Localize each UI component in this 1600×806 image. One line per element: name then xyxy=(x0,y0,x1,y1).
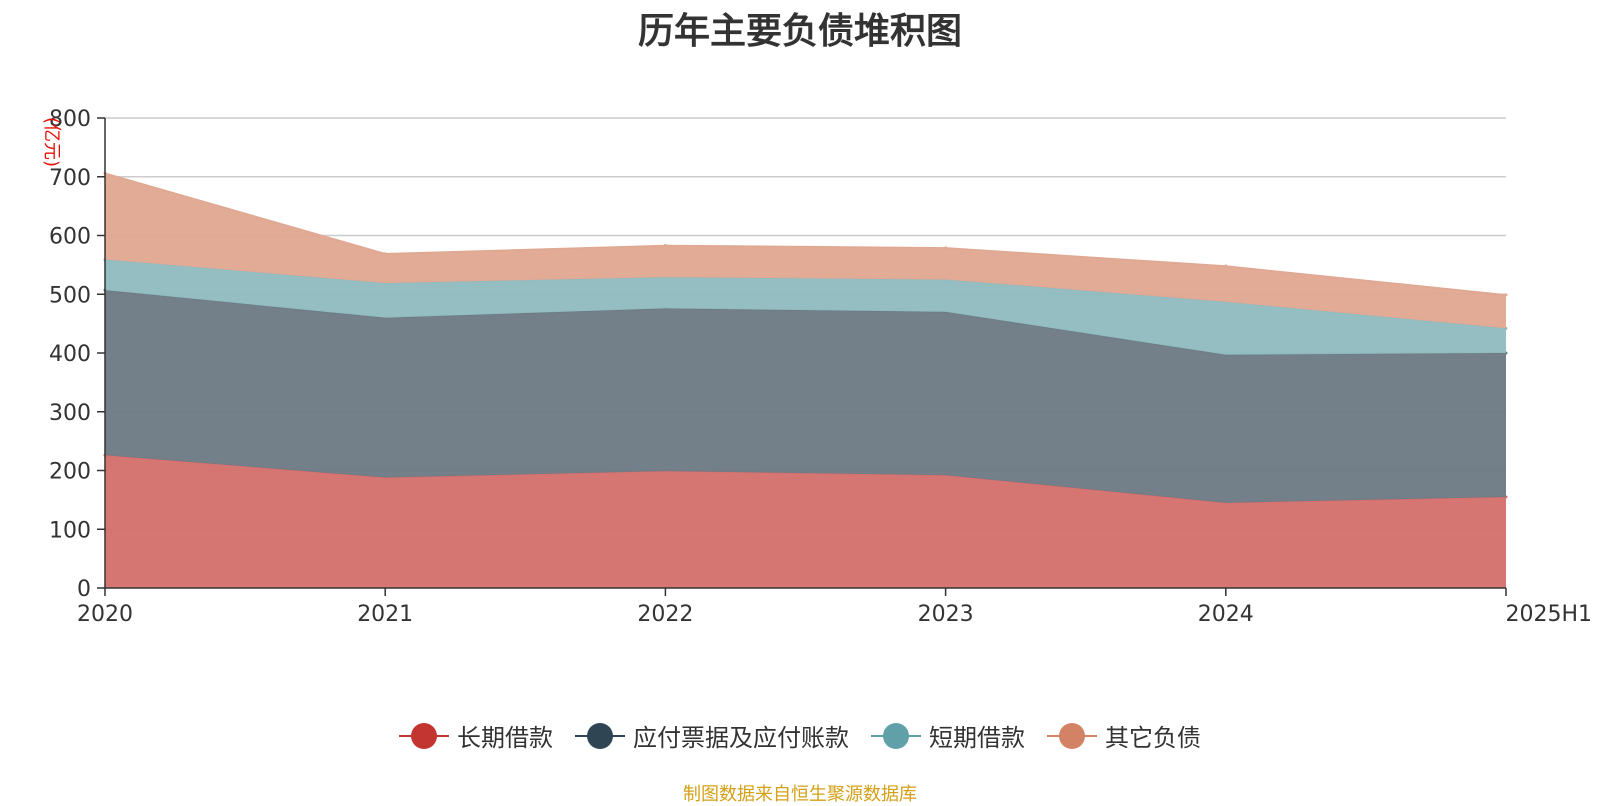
legend-label: 应付票据及应付账款 xyxy=(633,724,849,752)
chart-title: 历年主要负债堆积图 xyxy=(637,11,962,52)
area-series-1 xyxy=(105,290,1506,503)
x-tick-label: 2021 xyxy=(357,602,413,627)
x-tick-label: 2024 xyxy=(1198,602,1254,627)
data-point-3-5 xyxy=(1504,293,1508,297)
legend-label: 长期借款 xyxy=(457,724,553,752)
y-tick-label: 400 xyxy=(49,342,91,367)
y-tick-label: 200 xyxy=(49,460,91,485)
y-tick-label: 500 xyxy=(49,283,91,308)
data-source-note: 制图数据来自恒生聚源数据库 xyxy=(683,784,917,805)
y-tick-label: 300 xyxy=(49,401,91,426)
legend-marker-icon xyxy=(1047,722,1097,749)
legend-item-0[interactable]: 长期借款 xyxy=(399,718,553,753)
series-line-3 xyxy=(104,172,1507,296)
y-tick-label: 100 xyxy=(49,518,91,543)
data-point-3-3 xyxy=(944,246,948,250)
legend-item-3[interactable]: 其它负债 xyxy=(1047,718,1201,753)
x-tick-label: 2020 xyxy=(77,602,133,627)
y-tick-label: 700 xyxy=(49,166,91,191)
legend-marker-icon xyxy=(871,722,921,749)
area-series-0 xyxy=(105,455,1506,588)
area-series-3 xyxy=(105,173,1506,329)
y-unit-label: (亿元) xyxy=(41,117,62,167)
legend-label: 其它负债 xyxy=(1105,724,1201,752)
legend-label: 短期借款 xyxy=(929,724,1025,752)
legend: 长期借款 应付票据及应付账款 短期借款 其它负债 xyxy=(0,718,1600,753)
legend-item-2[interactable]: 短期借款 xyxy=(871,718,1025,753)
legend-item-1[interactable]: 应付票据及应付账款 xyxy=(575,718,849,753)
x-tick-label: 2022 xyxy=(637,602,693,627)
data-point-3-4 xyxy=(1224,264,1228,268)
axes: 0 100 200 300 400 500 600 700 800 2020 2021 2022 202… xyxy=(49,107,1592,627)
data-point-3-2 xyxy=(663,243,667,247)
y-tick-label: 600 xyxy=(49,225,91,250)
legend-marker-icon xyxy=(399,722,449,749)
data-point-3-1 xyxy=(383,252,387,256)
area-series-2 xyxy=(105,259,1506,355)
area-series xyxy=(103,171,1508,588)
x-tick-label: 2025H1 xyxy=(1505,602,1592,627)
x-tick-label: 2023 xyxy=(918,602,974,627)
legend-marker-icon xyxy=(575,722,625,749)
y-tick-label: 0 xyxy=(77,577,91,602)
y-tick-label: 800 xyxy=(49,107,91,132)
